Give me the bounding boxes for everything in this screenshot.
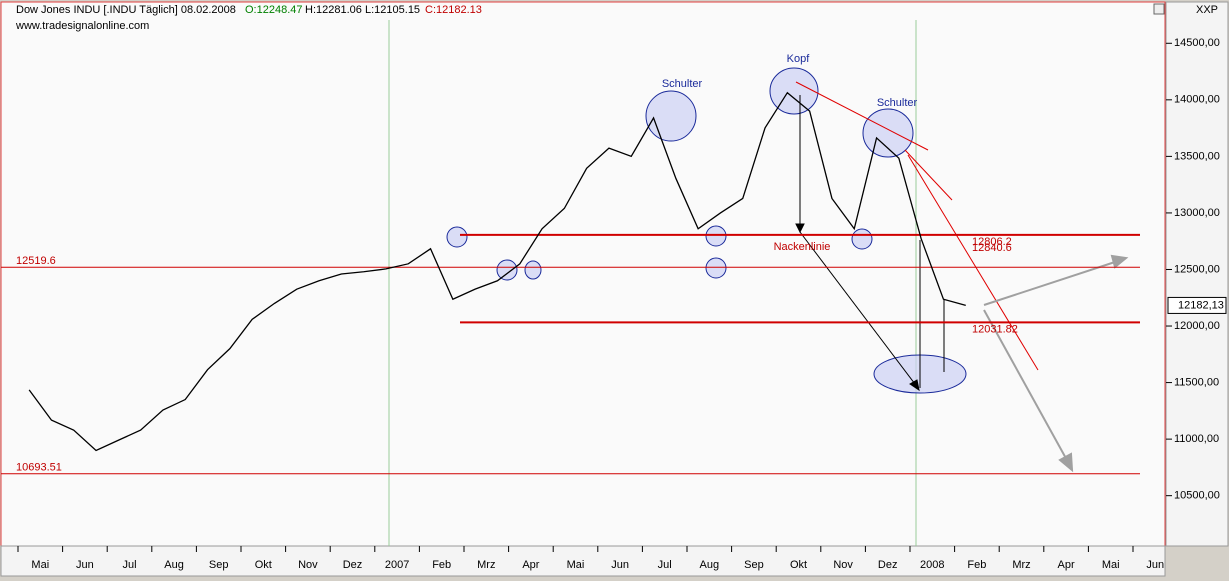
y-tick-label: 12000,00: [1174, 320, 1220, 332]
annotation: Schulter: [877, 97, 918, 109]
x-tick-label: Jul: [658, 559, 672, 571]
level-label: 12031.82: [972, 323, 1018, 335]
x-tick-label: Feb: [967, 559, 986, 571]
level-label: 12806.2: [972, 236, 1012, 248]
open: O:12248.47: [245, 4, 303, 16]
annotation: Kopf: [787, 53, 811, 65]
y-tick-label: 13000,00: [1174, 207, 1220, 219]
y-tick-label: 10500,00: [1174, 490, 1220, 502]
x-tick-label: Jun: [76, 559, 94, 571]
x-tick-label: Jul: [122, 559, 136, 571]
symbol-box: XXP: [1196, 4, 1218, 16]
high: H:12281.06: [305, 4, 362, 16]
level-label: 10693.51: [16, 462, 62, 474]
y-tick-label: 14500,00: [1174, 37, 1220, 49]
x-tick-label: Mai: [31, 559, 49, 571]
x-tick-label: Apr: [522, 559, 539, 571]
x-tick-label: 2007: [385, 559, 409, 571]
annotation: Nackenlinie: [774, 241, 831, 253]
x-tick-label: Aug: [700, 559, 720, 571]
low: L:12105.15: [365, 4, 420, 16]
annotation: Schulter: [662, 78, 703, 90]
y-axis-panel: [1165, 1, 1229, 547]
x-tick-label: Sep: [209, 559, 229, 571]
arrows: [795, 95, 945, 392]
x-tick-label: 2008: [920, 559, 944, 571]
x-tick-label: Okt: [790, 559, 807, 571]
x-tick-label: Okt: [255, 559, 272, 571]
close: C:12182.13: [425, 4, 482, 16]
last-price-label: 12182,13: [1178, 299, 1224, 311]
y-tick-label: 14000,00: [1174, 94, 1220, 106]
projection-arrows: [983, 254, 1129, 473]
x-axis-panel: [0, 545, 1166, 577]
plot-area: [0, 1, 1166, 547]
x-tick-label: Mai: [1102, 559, 1120, 571]
y-tick-label: 11000,00: [1174, 433, 1219, 445]
level-label: 12519.6: [16, 255, 56, 267]
x-tick-label: Jun: [1146, 559, 1164, 571]
x-tick-label: Aug: [164, 559, 184, 571]
x-tick-label: Sep: [744, 559, 764, 571]
x-tick-label: Dez: [343, 559, 363, 571]
x-tick-label: Feb: [432, 559, 451, 571]
x-tick-label: Mrz: [477, 559, 495, 571]
last-price-box: [1167, 296, 1227, 314]
level-note: 12840.6: [972, 242, 1012, 254]
x-tick-label: Nov: [833, 559, 853, 571]
x-tick-label: Jun: [611, 559, 629, 571]
close-button[interactable]: [1153, 3, 1165, 15]
x-tick-label: Mrz: [1012, 559, 1030, 571]
source: www.tradesignalonline.com: [15, 20, 149, 32]
trend-lines: [795, 81, 1039, 371]
x-tick-label: Apr: [1058, 559, 1075, 571]
x-tick-label: Mai: [567, 559, 585, 571]
x-tick-label: Nov: [298, 559, 318, 571]
x-tick-label: Dez: [878, 559, 898, 571]
y-tick-label: 13500,00: [1174, 150, 1220, 162]
price-line: [28, 91, 966, 452]
title: Dow Jones INDU [.INDU Täglich] 08.02.200…: [16, 4, 236, 16]
y-tick-label: 12500,00: [1174, 263, 1220, 275]
y-tick-label: 11500,00: [1174, 376, 1219, 388]
